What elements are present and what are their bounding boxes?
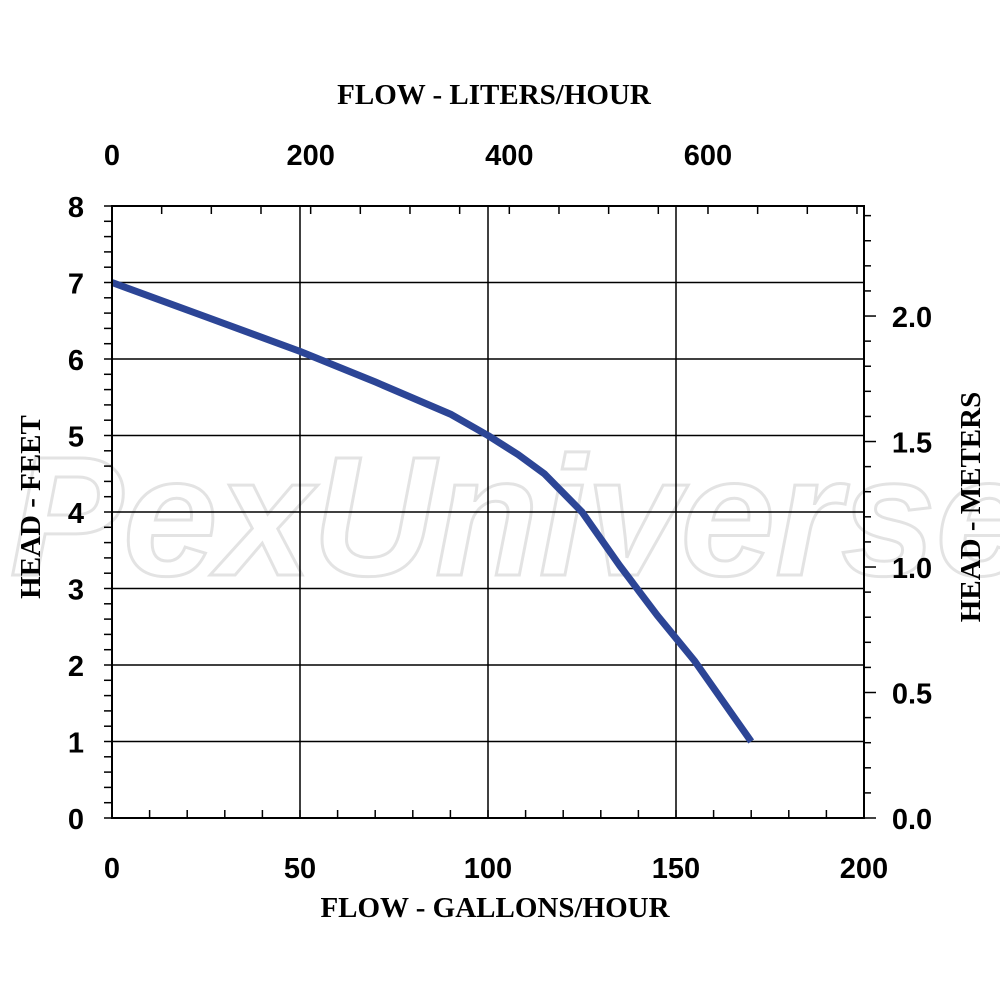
- plot-frame: [111, 205, 865, 819]
- bottom-axis-title: FLOW - GALLONS/HOUR: [320, 892, 670, 924]
- y-tick-label: 6: [68, 345, 84, 377]
- series-line: [110, 279, 755, 744]
- y-tick-label: 5: [68, 422, 84, 454]
- grid: [112, 206, 864, 818]
- y2-tick-label: 1.0: [892, 553, 932, 585]
- x-tick-label: 100: [464, 853, 512, 885]
- y2-tick-label: 0.5: [892, 679, 932, 711]
- y-tick-label: 3: [68, 575, 84, 607]
- left-axis-title: HEAD - FEET: [15, 415, 47, 599]
- x2-tick-label: 600: [684, 140, 732, 172]
- x-tick-label: 150: [652, 853, 700, 885]
- y-tick-label: 4: [68, 498, 84, 530]
- y-tick-label: 1: [68, 728, 84, 760]
- x-tick-label: 0: [104, 853, 120, 885]
- axis-ticks: [104, 205, 876, 819]
- x2-tick-label: 400: [485, 140, 533, 172]
- y-tick-label: 8: [68, 192, 84, 224]
- top-axis-title: FLOW - LITERS/HOUR: [337, 79, 652, 111]
- y2-tick-label: 2.0: [892, 302, 932, 334]
- x-tick-label: 50: [284, 853, 316, 885]
- y2-tick-label: 0.0: [892, 804, 932, 836]
- series-layer: [110, 279, 755, 744]
- x-tick-label: 200: [840, 853, 888, 885]
- y2-tick-label: 1.5: [892, 428, 932, 460]
- watermark: PexUniverse: [10, 422, 1000, 612]
- y-tick-label: 0: [68, 804, 84, 836]
- x2-tick-label: 200: [286, 140, 334, 172]
- y-tick-label: 2: [68, 651, 84, 683]
- tick-labels: 0 50 100 150 200 0 200 400 600 0 1 2 3 4 5 6 7 8 0.0 0.5 1.0…: [68, 140, 932, 885]
- right-axis-title: HEAD - METERS: [955, 392, 987, 622]
- y-tick-label: 7: [68, 269, 84, 301]
- x2-tick-label: 0: [104, 140, 120, 172]
